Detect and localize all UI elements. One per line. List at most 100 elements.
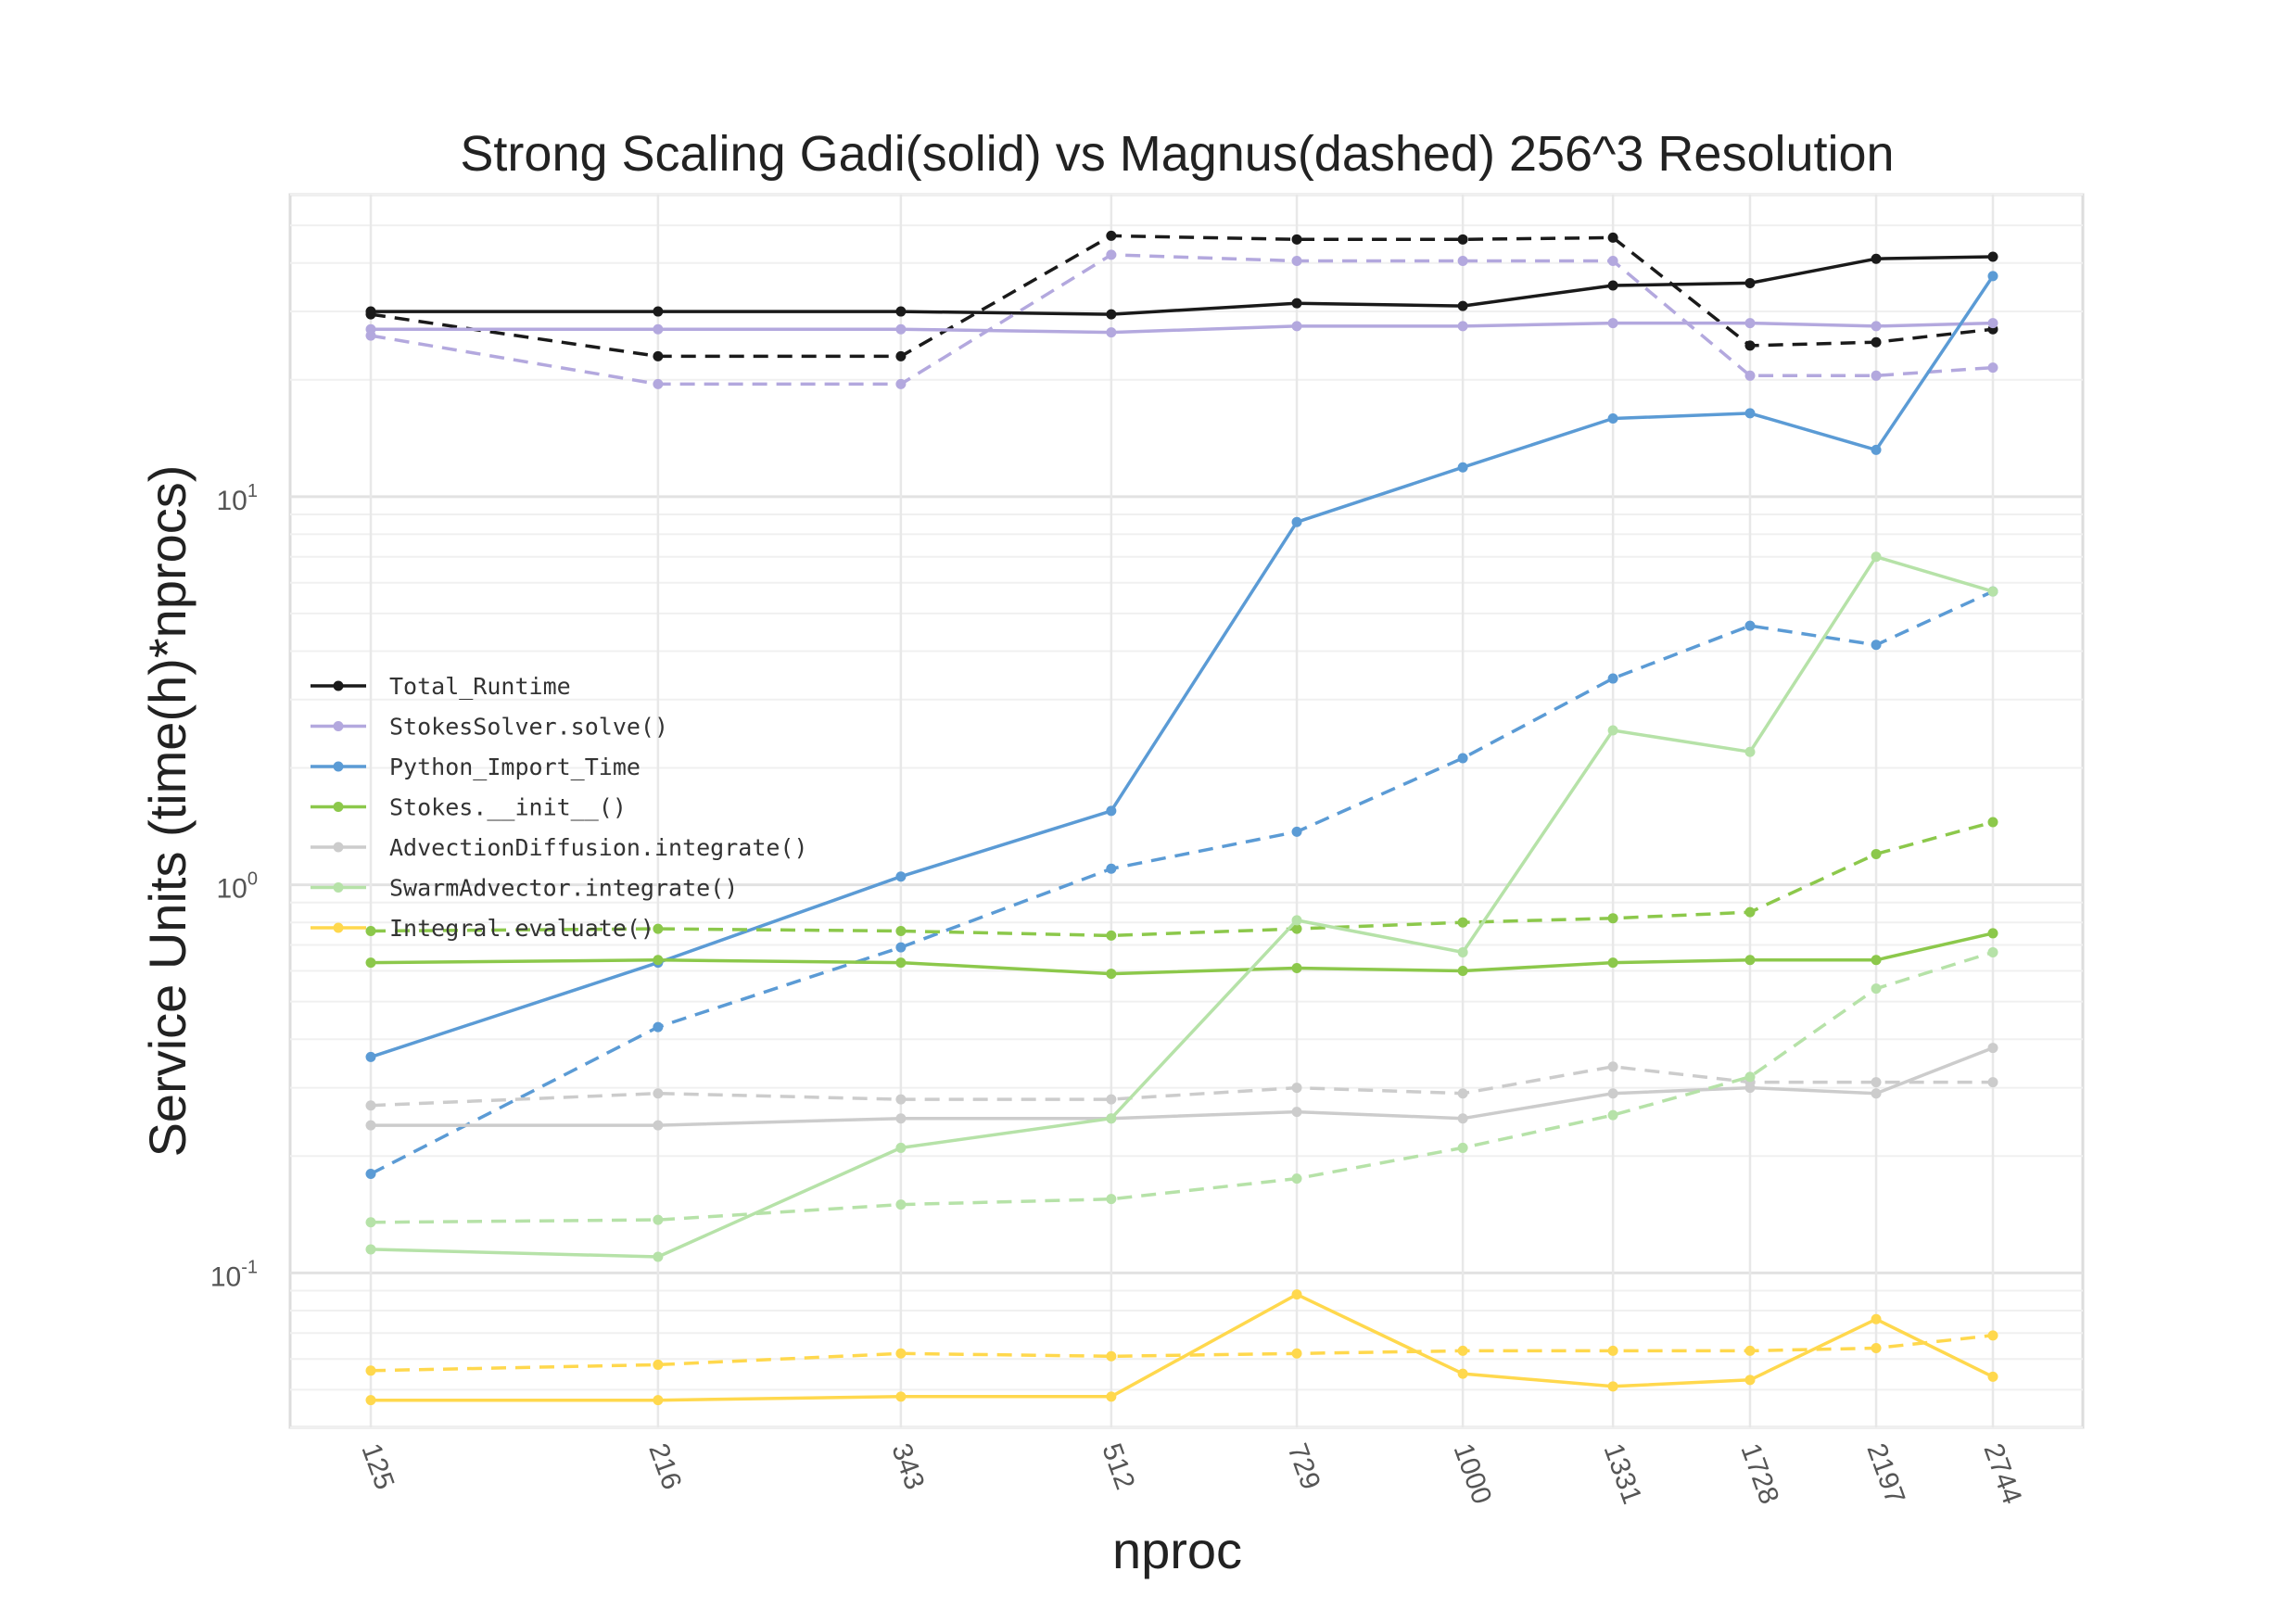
series-line (370, 274, 1995, 1059)
series-line (370, 554, 1994, 1259)
data-point (1457, 321, 1468, 332)
x-tick-label: 216 (642, 1439, 687, 1493)
legend-swatch-marker (333, 842, 344, 853)
legend-swatch-marker (333, 721, 344, 731)
data-point (1106, 863, 1117, 874)
data-point (1291, 298, 1302, 309)
data-point (653, 1395, 664, 1406)
series-line (370, 589, 1994, 1176)
data-point (1457, 255, 1468, 266)
series-gadi (365, 1289, 1998, 1406)
data-point (1607, 913, 1618, 924)
data-point (895, 378, 907, 389)
data-point (1607, 1109, 1618, 1121)
data-point (1106, 1391, 1117, 1402)
data-point (653, 306, 664, 317)
data-point (1106, 327, 1117, 338)
data-point (895, 1348, 907, 1359)
legend-item: Total_Runtime (311, 673, 571, 700)
legend-label: Integral.evaluate() (389, 915, 654, 942)
data-point (1457, 917, 1468, 928)
data-point (1871, 444, 1882, 455)
data-point (365, 1217, 376, 1228)
data-point (1871, 640, 1882, 651)
data-point (1871, 1077, 1882, 1088)
data-point (365, 926, 376, 937)
y-tick-exponent: -1 (241, 1257, 258, 1277)
data-point (1106, 1094, 1117, 1105)
data-point (653, 378, 664, 389)
series-line (370, 253, 1994, 386)
x-tick-label: 125 (355, 1439, 400, 1493)
legend-label: StokesSolver.solve() (389, 714, 668, 741)
data-point (653, 1021, 664, 1033)
data-point (1607, 673, 1618, 684)
x-tick-label: 512 (1096, 1439, 1140, 1493)
data-point (1106, 1350, 1117, 1362)
data-point (895, 957, 907, 969)
data-point (365, 309, 376, 320)
data-point (1987, 318, 1998, 329)
x-tick-label: 1000 (1448, 1439, 1498, 1508)
data-point (653, 1214, 664, 1225)
data-point (1291, 963, 1302, 974)
x-axis-title: nproc (1112, 1521, 1242, 1579)
legend-item: Python_Import_Time (311, 754, 641, 780)
data-point (1291, 1173, 1302, 1185)
data-point (1291, 923, 1302, 934)
data-point (1607, 1061, 1618, 1072)
data-point (653, 923, 664, 934)
data-point (1607, 280, 1618, 291)
data-point (1987, 817, 1998, 828)
data-point (1744, 1345, 1756, 1356)
data-point (1106, 309, 1117, 320)
data-point (895, 1142, 907, 1153)
data-point (1457, 946, 1468, 957)
y-axis-title: Service Units (time(h)*nprocs) (138, 465, 197, 1158)
data-point (653, 955, 664, 966)
data-point (1871, 321, 1882, 332)
data-point (895, 1199, 907, 1210)
data-point (1744, 1375, 1756, 1386)
legend: Total_Runtime StokesSolver.solve() Python_… (311, 673, 808, 942)
series-gadi (365, 271, 1998, 1062)
data-point (895, 306, 907, 317)
x-tick-label: 343 (885, 1439, 930, 1493)
x-tick-label: 1331 (1598, 1439, 1648, 1508)
data-point (1744, 318, 1756, 329)
data-point (653, 1088, 664, 1099)
data-point (653, 1359, 664, 1370)
data-point (1744, 1071, 1756, 1083)
data-point (1457, 1113, 1468, 1124)
data-point (365, 1395, 376, 1406)
data-point (653, 1251, 664, 1262)
data-point (1457, 1142, 1468, 1153)
legend-swatch-marker (333, 882, 344, 893)
data-point (1987, 1043, 1998, 1054)
data-point (1744, 340, 1756, 351)
data-point (1744, 370, 1756, 381)
data-point (1457, 234, 1468, 245)
data-point (1607, 1381, 1618, 1392)
data-point (365, 330, 376, 341)
legend-label: Stokes.__init__() (389, 794, 627, 821)
series-line (370, 234, 1994, 359)
data-point (1987, 362, 1998, 374)
data-point (1987, 1371, 1998, 1382)
y-tick-exponent: 1 (247, 481, 258, 501)
series-magnus (365, 946, 1998, 1228)
data-point (1871, 370, 1882, 381)
data-point (895, 350, 907, 361)
legend-swatch-marker (333, 761, 344, 772)
y-tick-label: 100 (217, 869, 259, 905)
legend-item: StokesSolver.solve() (311, 714, 668, 741)
legend-item: SwarmAdvector.integrate() (311, 875, 738, 902)
data-point (895, 1094, 907, 1105)
series-magnus (365, 1061, 1998, 1111)
data-point (1607, 413, 1618, 425)
data-point (1744, 408, 1756, 419)
data-point (1291, 1289, 1302, 1300)
legend-label: AdvectionDiffusion.integrate() (389, 834, 808, 861)
series-line (371, 1292, 1994, 1402)
data-point (1607, 232, 1618, 243)
